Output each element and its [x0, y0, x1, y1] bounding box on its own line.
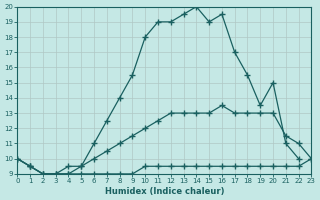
- X-axis label: Humidex (Indice chaleur): Humidex (Indice chaleur): [105, 187, 224, 196]
